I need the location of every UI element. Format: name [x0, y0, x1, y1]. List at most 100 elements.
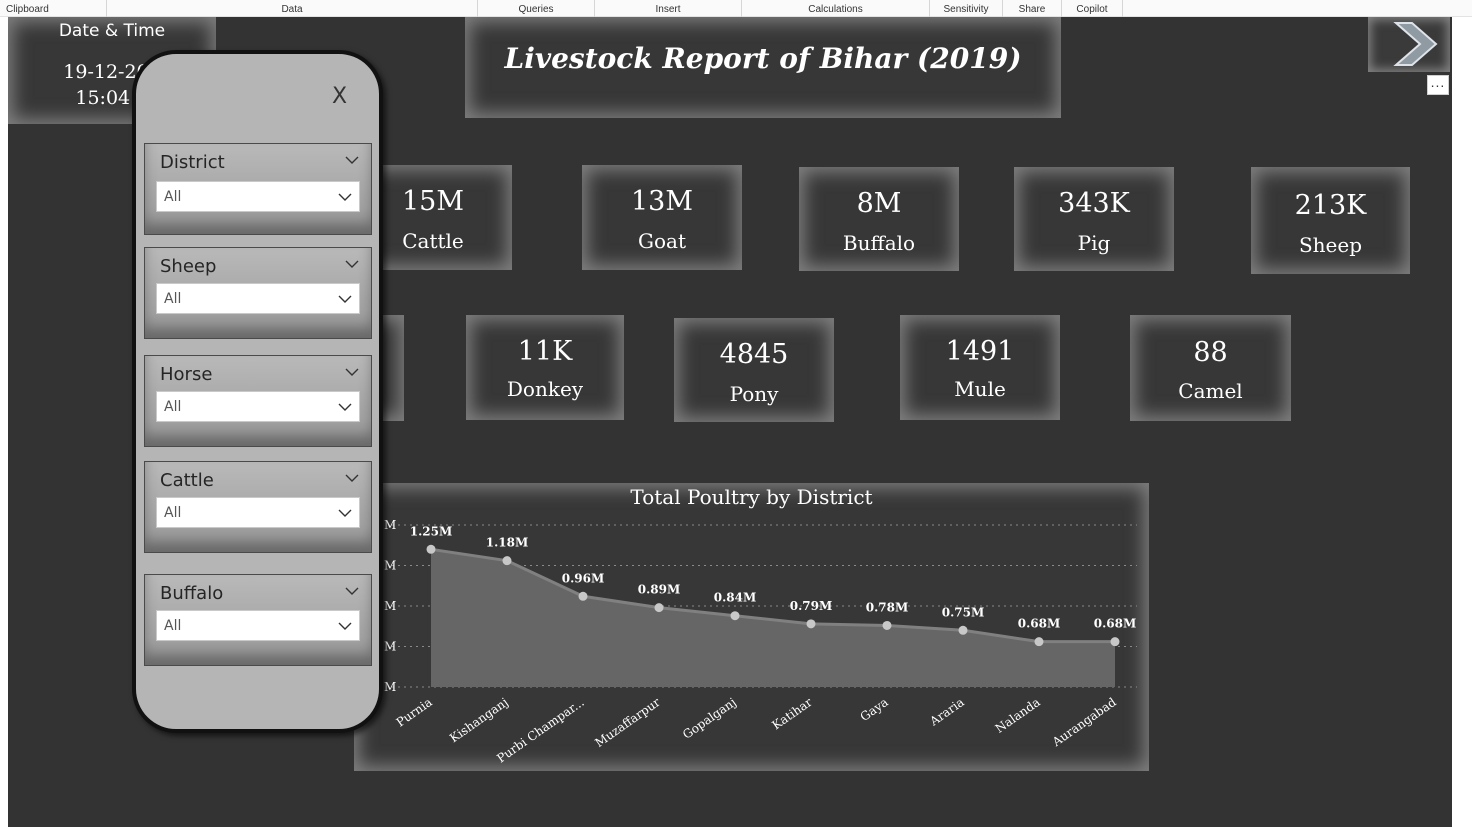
report-title-card: Livestock Report of Bihar (2019)	[465, 17, 1061, 118]
data-label: 0.84M	[714, 591, 757, 605]
kpi-label: Donkey	[506, 377, 584, 401]
poultry-area-chart: M M M M M 1.25M 1.18M 0.96M 0.89M 0.84M 0.79M 0.78M…	[384, 518, 1137, 766]
kpi-card-mule: 1491 Mule	[900, 315, 1060, 420]
slicer-title: Sheep	[160, 256, 217, 277]
chevron-down-icon	[338, 403, 352, 411]
report-title: Livestock Report of Bihar (2019)	[504, 42, 1022, 75]
data-point	[654, 603, 664, 613]
slicer-title: District	[160, 152, 225, 173]
data-label: 1.25M	[410, 524, 453, 538]
chevron-down-icon[interactable]	[345, 471, 359, 485]
kpi-label: Camel	[1178, 379, 1243, 403]
x-tick-label: Aurangabad	[1049, 695, 1119, 750]
x-tick-label: Katihar	[769, 695, 814, 733]
data-point	[730, 611, 740, 621]
ribbon-group-sensitivity: Sensitivity	[930, 0, 1003, 17]
kpi-value: 213K	[1294, 190, 1367, 221]
x-tick-label: Kishanganj	[447, 695, 511, 745]
data-label: 1.18M	[486, 536, 529, 550]
chevron-down-icon	[338, 622, 352, 630]
ribbon-group-copilot: Copilot	[1062, 0, 1123, 17]
series-area	[431, 549, 1115, 687]
ribbon-group-share: Share	[1003, 0, 1062, 17]
data-point	[502, 556, 512, 566]
data-point	[426, 544, 436, 554]
x-tick-label: Gopalganj	[680, 695, 739, 742]
slicer-title: Buffalo	[160, 583, 224, 604]
dropdown-value: All	[164, 618, 182, 634]
dropdown-value: All	[164, 505, 182, 521]
kpi-card-goat: 13M Goat	[582, 165, 742, 270]
kpi-value: 88	[1193, 337, 1228, 368]
slicer-horse: Horse All	[144, 355, 372, 447]
ribbon-group-data: Data	[107, 0, 478, 17]
y-tick-label: M	[384, 599, 396, 613]
slicer-cattle: Cattle All	[144, 461, 372, 553]
district-dropdown[interactable]: All	[156, 181, 360, 212]
data-label: 0.96M	[562, 571, 605, 585]
dropdown-value: All	[164, 189, 182, 205]
kpi-card-pig: 343K Pig	[1014, 167, 1174, 271]
x-tick-label: Nalanda	[993, 695, 1043, 736]
chevron-down-icon	[338, 193, 352, 201]
chevron-down-icon[interactable]	[345, 257, 359, 271]
chevron-down-icon[interactable]	[345, 584, 359, 598]
next-page-button[interactable]	[1368, 17, 1450, 72]
more-options-button[interactable]: ...	[1427, 75, 1449, 95]
kpi-label: Buffalo	[842, 231, 916, 255]
kpi-label: Cattle	[402, 229, 464, 253]
kpi-value: 11K	[517, 336, 573, 367]
kpi-card-camel: 88 Camel	[1130, 315, 1291, 421]
kpi-card-donkey: 11K Donkey	[466, 315, 624, 420]
data-label: 0.68M	[1018, 617, 1061, 631]
poultry-chart-card: Total Poultry by District M M M M M 1.25M 1.18…	[354, 483, 1149, 771]
data-label: 0.79M	[790, 599, 833, 613]
buffalo-dropdown[interactable]: All	[156, 610, 360, 641]
chevron-down-icon[interactable]	[345, 365, 359, 379]
kpi-card-sheep: 213K Sheep	[1251, 167, 1410, 274]
dropdown-value: All	[164, 399, 182, 415]
kpi-value: 1491	[945, 336, 1015, 367]
ribbon-group-calculations: Calculations	[742, 0, 930, 17]
kpi-card-pony: 4845 Pony	[674, 318, 834, 422]
dropdown-value: All	[164, 291, 182, 307]
data-point	[1034, 637, 1044, 647]
chevron-down-icon[interactable]	[345, 153, 359, 167]
data-point	[578, 591, 588, 601]
data-point	[1110, 637, 1120, 647]
report-canvas: Date & Time 19-12-202 15:04:3 Livestock …	[8, 17, 1452, 827]
chevron-right-icon	[1393, 22, 1438, 66]
y-tick-label: M	[384, 518, 396, 532]
x-tick-label: Araria	[927, 695, 967, 729]
x-tick-label: Purnia	[394, 695, 435, 730]
data-point	[806, 619, 816, 629]
sheep-dropdown[interactable]: All	[156, 283, 360, 314]
chevron-down-icon	[338, 509, 352, 517]
datetime-label: Date & Time	[58, 21, 166, 41]
kpi-label: Pony	[729, 382, 779, 406]
time-text: 15:04:3	[75, 87, 149, 109]
data-label: 0.68M	[1094, 617, 1137, 631]
y-tick-label: M	[384, 640, 396, 654]
kpi-value: 15M	[401, 186, 464, 217]
kpi-value: 8M	[856, 188, 902, 219]
ribbon-group-clipboard: Clipboard	[0, 0, 107, 17]
kpi-card-buffalo: 8M Buffalo	[799, 167, 959, 271]
kpi-value: 343K	[1058, 188, 1130, 219]
cattle-dropdown[interactable]: All	[156, 497, 360, 528]
ribbon-group-labels: Clipboard Data Queries Insert Calculatio…	[0, 0, 1472, 17]
data-label: 0.75M	[942, 605, 985, 619]
horse-dropdown[interactable]: All	[156, 391, 360, 422]
close-filter-button[interactable]: X	[332, 84, 348, 109]
kpi-label: Mule	[954, 377, 1006, 401]
chart-title: Total Poultry by District	[630, 485, 873, 509]
kpi-value: 13M	[630, 186, 693, 217]
kpi-label: Pig	[1077, 231, 1111, 255]
slicer-title: Horse	[160, 364, 213, 385]
series-line	[430, 547, 1115, 644]
slicer-district: District All	[144, 143, 372, 235]
data-label: 0.78M	[866, 600, 909, 614]
data-point	[882, 620, 892, 630]
chevron-down-icon	[338, 295, 352, 303]
slicer-sheep: Sheep All	[144, 247, 372, 339]
